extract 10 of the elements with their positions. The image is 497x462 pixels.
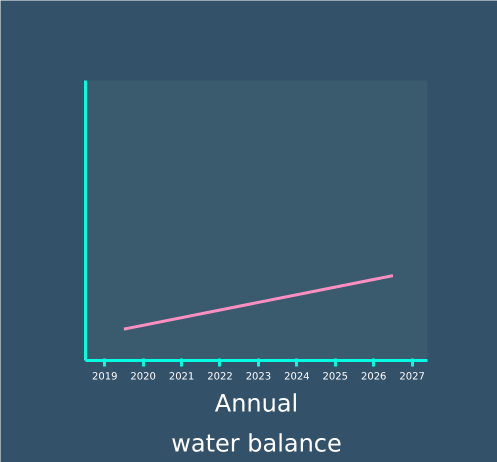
x-tick-label: 2024 [284, 372, 310, 382]
x-tick-label: 2023 [246, 372, 272, 382]
x-tick-label: 2020 [130, 372, 156, 382]
x-tick-label: 2027 [399, 372, 425, 382]
x-tick-label: 2022 [207, 372, 233, 382]
x-tick-label: 2025 [322, 372, 348, 382]
text: Annual water balance [171, 390, 342, 458]
x-tick-label: 2021 [168, 372, 194, 382]
x-tick-label: 2019 [92, 372, 118, 382]
x-tick-label: 2026 [360, 372, 386, 382]
